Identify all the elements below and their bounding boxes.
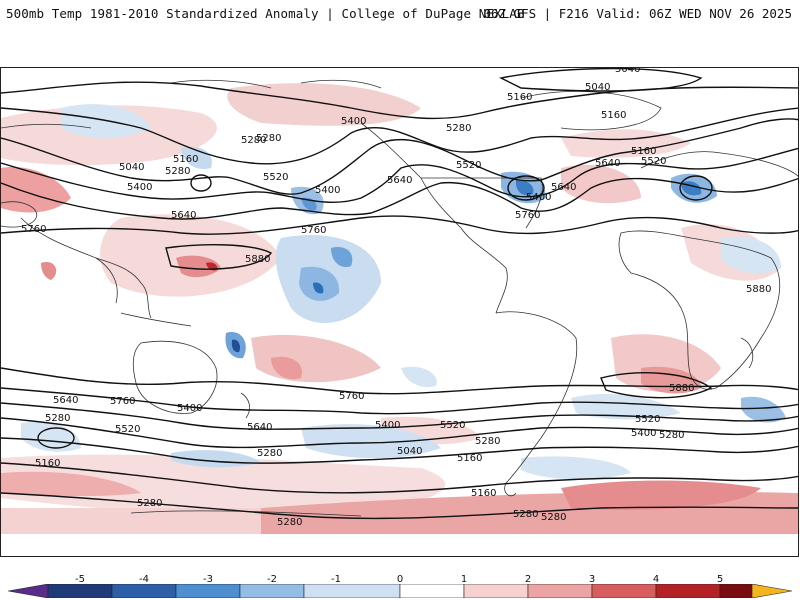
contour-label: 5280 — [257, 448, 282, 459]
contour-label: 5640 — [247, 422, 272, 433]
contour-label: 5280 — [137, 498, 162, 509]
contour-label: 5400 — [526, 192, 551, 203]
contour-label: 5400 — [177, 403, 202, 414]
colorbar-tick: 0 — [396, 574, 404, 585]
colorbar-tick: 3 — [588, 574, 596, 585]
colorbar-tick: -5 — [75, 574, 85, 585]
contour-label: 5640 — [53, 395, 78, 406]
contour-label: 5160 — [601, 110, 626, 121]
contour-label: 5760 — [21, 224, 46, 235]
colorbar-segment — [463, 584, 529, 598]
contour-label: 5160 — [35, 458, 60, 469]
anomaly-map: 5040 5040 5160 5400 5280 5160 5520 5280 … — [0, 67, 799, 557]
contour-label: 5280 — [541, 512, 566, 523]
contour-labels: 5040 5040 5160 5400 5280 5160 5520 5280 … — [21, 68, 771, 528]
contour-label: 5040 — [397, 446, 422, 457]
contour-label: 5760 — [339, 391, 364, 402]
colorbar-max-triangle — [751, 584, 792, 598]
colorbar-segment — [47, 584, 113, 598]
contour-label: 5280 — [475, 436, 500, 447]
contour-label: 5280 — [165, 166, 190, 177]
positive-anomaly-shading — [1, 83, 798, 534]
colorbar-tick: 2 — [524, 574, 532, 585]
contour-label: 5040 — [615, 68, 640, 75]
colorbar-tick: 1 — [460, 574, 468, 585]
contour-label: 5400 — [315, 185, 340, 196]
contour-label: 5280 — [45, 413, 70, 424]
contour-label: 5760 — [515, 210, 540, 221]
contour-label: 5520 — [115, 424, 140, 435]
contour-label: 5640 — [551, 182, 576, 193]
contour-label: 5400 — [631, 428, 656, 439]
contour-label: 5040 — [119, 162, 144, 173]
contour-label: 5400 — [127, 182, 152, 193]
colorbar-tick: 5 — [716, 574, 724, 585]
contour-label: 5280 — [256, 133, 281, 144]
colorbar-segment — [399, 584, 465, 598]
contour-label: 5280 — [659, 430, 684, 441]
contour-label: 5520 — [635, 414, 660, 425]
contour-label: 5640 — [595, 158, 620, 169]
contour-label: 5280 — [241, 135, 266, 146]
contour-label: 5280 — [277, 517, 302, 528]
colorbar-tick: -3 — [203, 574, 213, 585]
colorbar-segment — [175, 584, 241, 598]
colorbar-tick: -4 — [139, 574, 149, 585]
contour-label: 5400 — [341, 116, 366, 127]
contour-label: 5760 — [301, 225, 326, 236]
contour-label: 5160 — [471, 488, 496, 499]
contour-label: 5640 — [171, 210, 196, 221]
contour-label: 5520 — [263, 172, 288, 183]
contour-label: 5520 — [456, 160, 481, 171]
colorbar-segment — [111, 584, 177, 598]
colorbar-segment — [591, 584, 657, 598]
contour-label: 5160 — [507, 92, 532, 103]
contour-label: 5760 — [110, 396, 135, 407]
colorbar-min-triangle — [8, 584, 49, 598]
colorbar-tick: 4 — [652, 574, 660, 585]
contour-label: 5640 — [387, 175, 412, 186]
height-contours — [1, 68, 798, 520]
colorbar-segment — [303, 584, 401, 598]
anomaly-colorbar — [8, 584, 792, 598]
colorbar-tick: -1 — [331, 574, 341, 585]
model-run-info: 06Z GFS | F216 Valid: 06Z WED NOV 26 202… — [483, 6, 792, 21]
contour-label: 5280 — [446, 123, 471, 134]
colorbar-segment — [655, 584, 721, 598]
colorbar-tick-labels: -5 -4 -3 -2 -1 0 1 2 3 4 5 — [0, 574, 800, 586]
contour-label: 5400 — [375, 420, 400, 431]
colorbar-segment — [239, 584, 305, 598]
contour-label: 5160 — [631, 146, 656, 157]
colorbar-tick: -2 — [267, 574, 277, 585]
map-canvas: 5040 5040 5160 5400 5280 5160 5520 5280 … — [1, 68, 798, 534]
contour-label: 5880 — [669, 383, 694, 394]
coastlines — [1, 79, 798, 517]
colorbar-segment — [527, 584, 593, 598]
contour-label: 5280 — [513, 509, 538, 520]
contour-label: 5880 — [245, 254, 270, 265]
contour-label: 5040 — [585, 82, 610, 93]
colorbar-segment — [719, 584, 753, 598]
contour-label: 5880 — [746, 284, 771, 295]
contour-label: 5520 — [641, 156, 666, 167]
contour-label: 5160 — [173, 154, 198, 165]
contour-label: 5520 — [440, 420, 465, 431]
contour-label: 5160 — [457, 453, 482, 464]
map-title: 500mb Temp 1981-2010 Standardized Anomal… — [6, 6, 525, 21]
